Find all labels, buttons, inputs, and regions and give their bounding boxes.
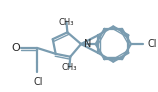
Text: CH₃: CH₃ bbox=[59, 18, 74, 27]
Text: N: N bbox=[84, 39, 91, 49]
Text: Cl: Cl bbox=[33, 77, 43, 87]
Text: O: O bbox=[11, 43, 20, 53]
Text: CH₃: CH₃ bbox=[62, 63, 77, 72]
Text: Cl: Cl bbox=[147, 39, 157, 49]
